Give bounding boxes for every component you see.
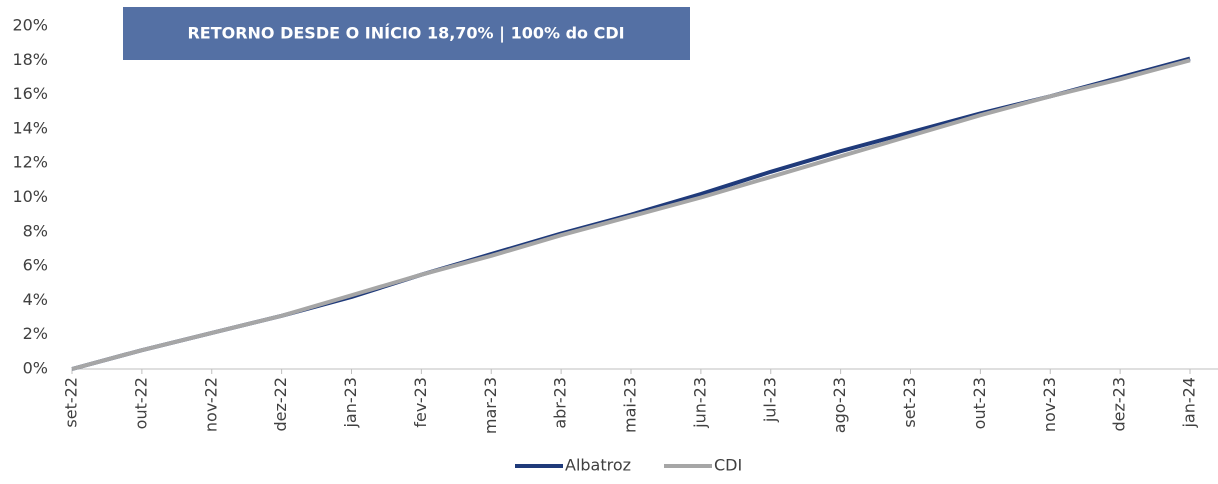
x-tick-label: mar-23	[481, 377, 500, 434]
y-tick-label: 14%	[12, 118, 48, 137]
y-tick-label: 18%	[12, 50, 48, 69]
y-tick-label: 0%	[23, 359, 48, 378]
x-tick-label: dez-22	[271, 377, 290, 432]
x-tick-label: set-23	[900, 377, 919, 428]
legend-label: Albatroz	[565, 456, 631, 475]
y-tick-label: 4%	[23, 290, 48, 309]
legend-label: CDI	[714, 456, 742, 475]
x-tick-label: ago-23	[830, 377, 849, 433]
x-tick-label: dez-23	[1110, 377, 1129, 432]
y-tick-label: 6%	[23, 256, 48, 275]
y-tick-label: 2%	[23, 324, 48, 343]
series-line	[71, 58, 1191, 371]
x-tick-label: abr-23	[551, 377, 570, 429]
x-tick-label: jan-24	[1180, 377, 1199, 429]
x-tick-label: mai-23	[621, 377, 640, 433]
y-tick-label: 20%	[12, 16, 48, 35]
y-tick-label: 8%	[23, 221, 48, 240]
annotation-box	[123, 7, 690, 60]
y-tick-label: 12%	[12, 153, 48, 172]
x-tick-label: nov-22	[201, 377, 220, 432]
x-tick-label: jun-23	[690, 377, 709, 429]
annotation: RETORNO DESDE O INÍCIO 18,70% | 100% do …	[187, 24, 624, 44]
x-tick-label: out-23	[970, 377, 989, 429]
x-tick-label: fev-23	[411, 377, 430, 428]
x-tick-label: jan-23	[341, 377, 360, 429]
x-tick-label: out-22	[131, 377, 150, 429]
y-tick-label: 10%	[12, 187, 48, 206]
y-tick-label: 16%	[12, 84, 48, 103]
x-tick-label: nov-23	[1040, 377, 1059, 432]
x-tick-label: set-22	[62, 377, 81, 428]
x-tick-label: jul-23	[760, 377, 779, 423]
